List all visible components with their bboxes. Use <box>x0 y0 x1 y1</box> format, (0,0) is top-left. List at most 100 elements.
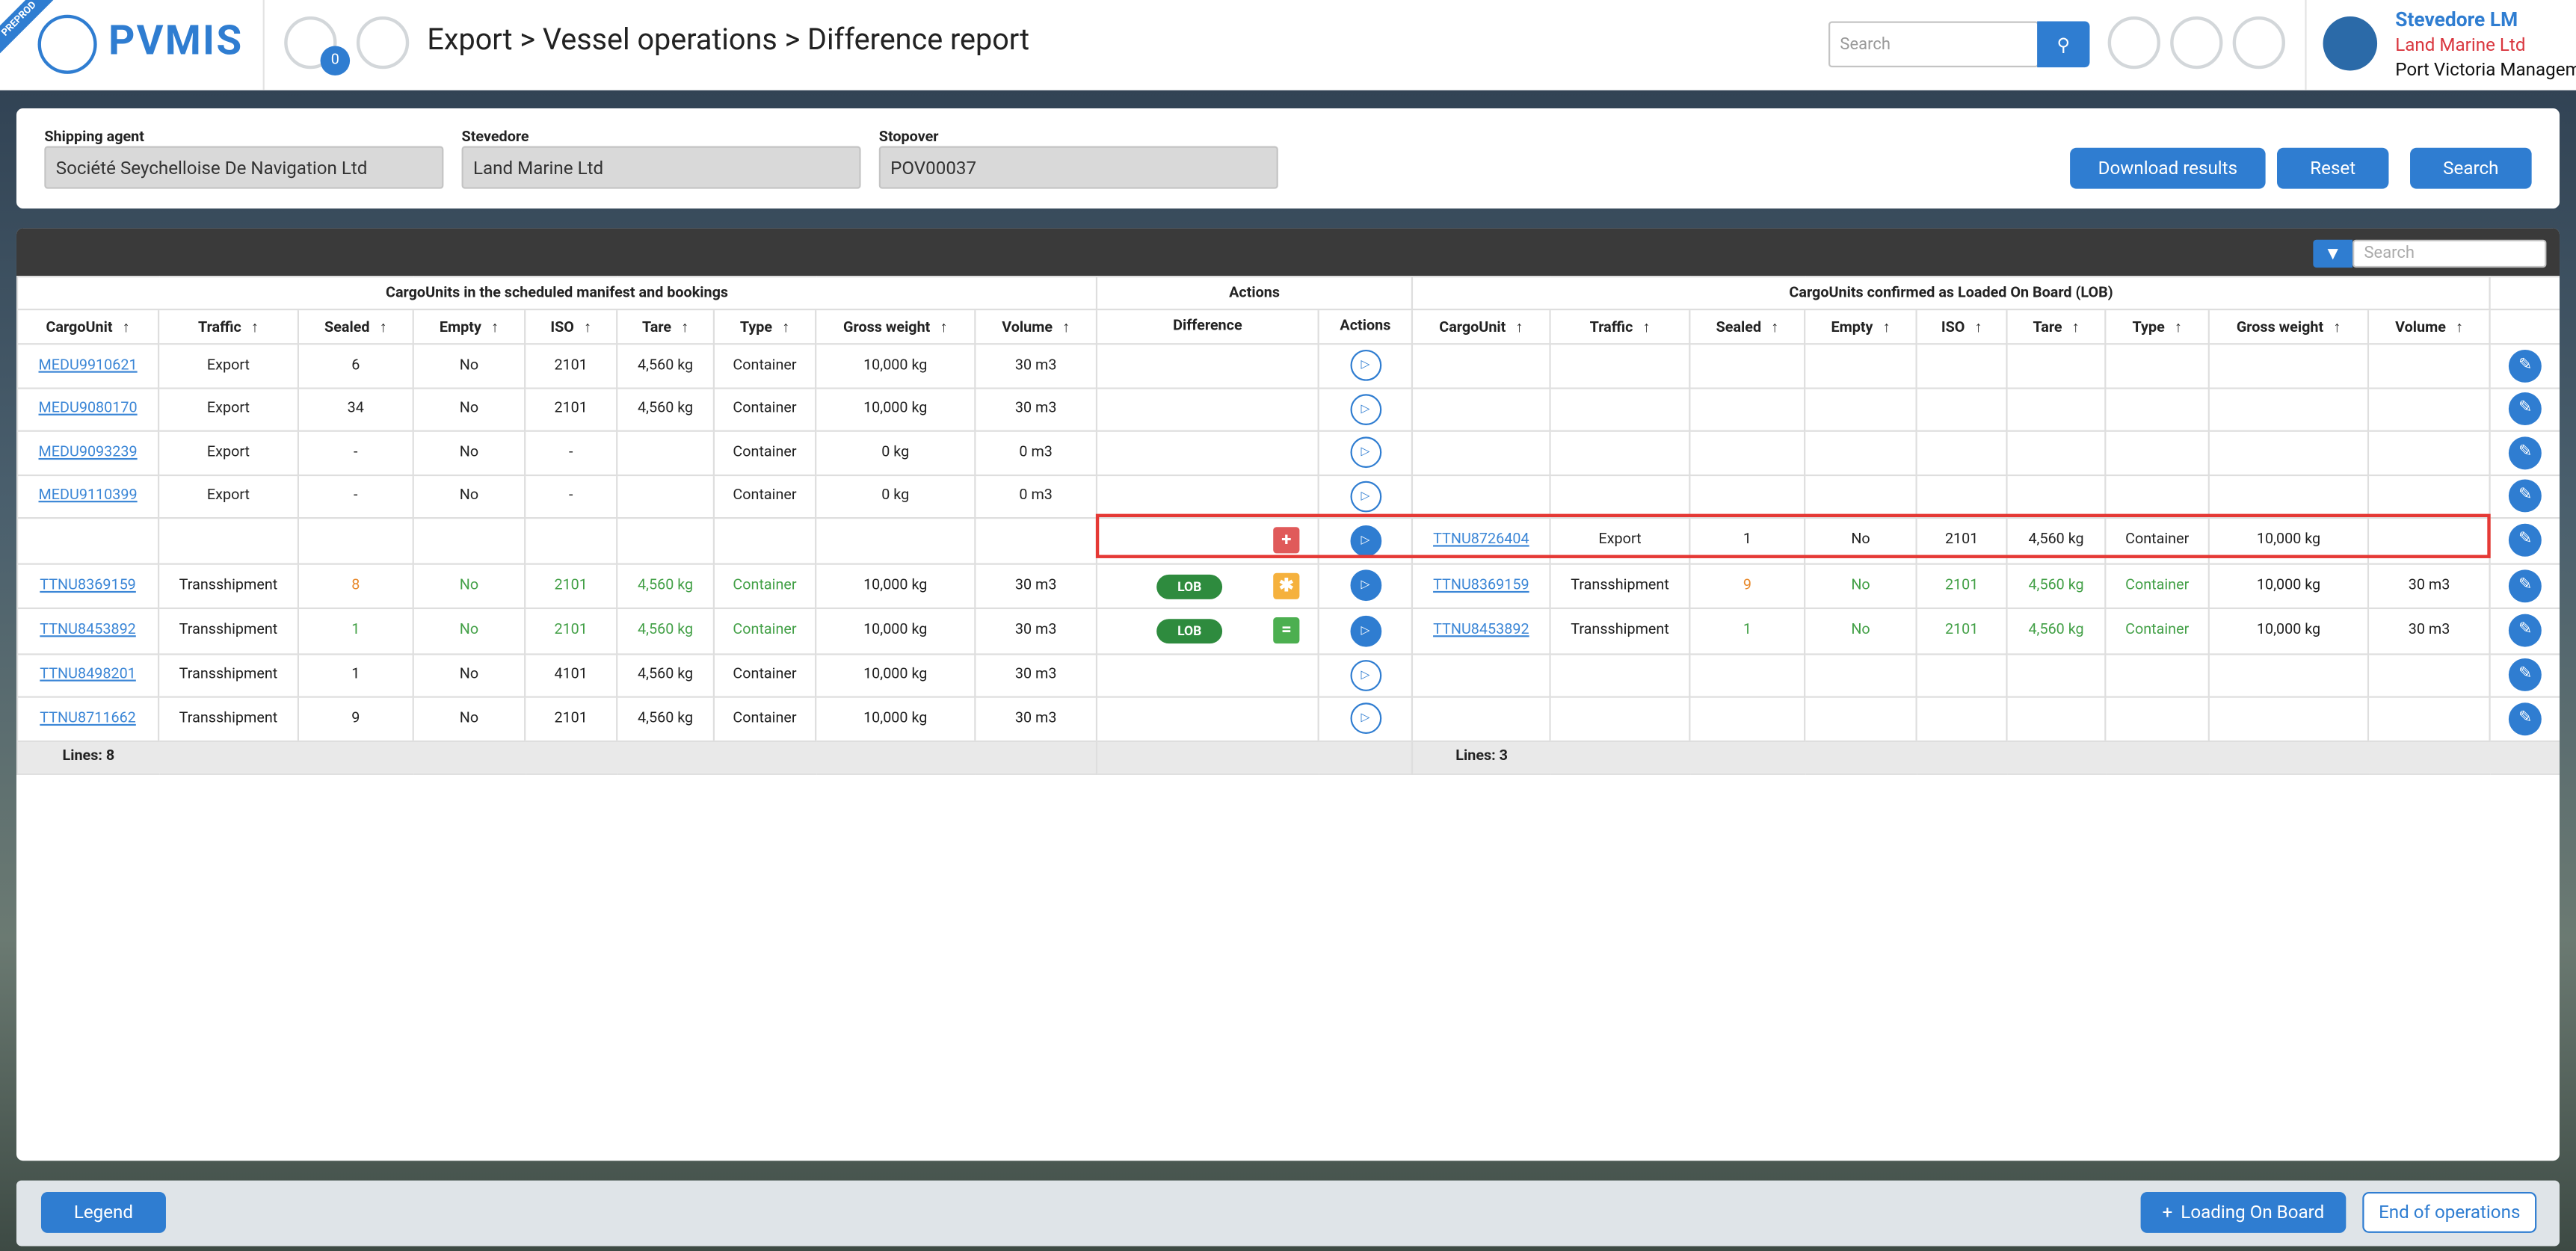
cell-text: 2101 <box>1944 532 1979 549</box>
table-search[interactable]: Search <box>2352 239 2547 268</box>
action-button[interactable]: ▷ <box>1349 659 1381 691</box>
settings-button[interactable] <box>2170 16 2223 70</box>
edit-button[interactable]: ✎ <box>2509 392 2542 426</box>
logout-button[interactable] <box>2107 16 2160 70</box>
cargo-link[interactable]: TTNU8453892 <box>1433 623 1529 640</box>
column-header[interactable]: CargoUnit ↑ <box>16 309 160 345</box>
column-header[interactable]: Type ↑ <box>2104 309 2210 345</box>
column-header[interactable]: Traffic ↑ <box>157 309 299 345</box>
cell <box>2104 386 2210 432</box>
search-button[interactable]: ⚲ <box>2037 21 2090 68</box>
action-button[interactable]: ▷ <box>1349 702 1381 735</box>
download-button[interactable]: Download results <box>2070 147 2266 189</box>
cell-text: Export <box>206 401 250 418</box>
edit-button[interactable]: ✎ <box>2509 569 2542 602</box>
legend-button[interactable]: Legend <box>40 1191 166 1233</box>
column-header[interactable]: Traffic ↑ <box>1549 309 1691 345</box>
action-button[interactable]: ▷ <box>1349 525 1381 557</box>
cell-text: Container <box>733 488 797 504</box>
cell <box>815 517 976 564</box>
column-header[interactable]: Volume ↑ <box>2367 309 2492 345</box>
action-button[interactable]: ▷ <box>1349 436 1381 469</box>
cell-text: Export <box>206 444 250 461</box>
column-header[interactable]: Tare ↑ <box>616 309 715 345</box>
column-header[interactable]: ISO ↑ <box>524 309 618 345</box>
column-header[interactable]: Gross weight ↑ <box>815 309 976 345</box>
cell-text: Export <box>206 357 250 374</box>
cell: - <box>524 430 618 475</box>
action-button[interactable]: ▷ <box>1349 393 1381 425</box>
sort-icon: ↑ <box>2456 319 2464 336</box>
cargo-link[interactable]: TTNU8726404 <box>1433 532 1529 549</box>
edit-button[interactable]: ✎ <box>2509 436 2542 469</box>
cell-text: Container <box>733 667 797 684</box>
column-header[interactable]: Difference <box>1095 309 1319 345</box>
cell <box>1915 386 2008 432</box>
cell-text: No <box>459 667 479 684</box>
edit-button[interactable]: ✎ <box>2509 349 2542 383</box>
cell-text: 8 <box>351 577 360 594</box>
edit-button[interactable]: ✎ <box>2509 658 2542 692</box>
cargo-link[interactable]: TTNU8369159 <box>40 577 136 594</box>
group-header: Actions <box>1095 276 1414 311</box>
column-header[interactable]: Sealed ↑ <box>1689 309 1806 345</box>
column-header[interactable]: Empty ↑ <box>1804 309 1917 345</box>
action-button[interactable]: ▷ <box>1349 569 1381 602</box>
filter-toggle[interactable]: ▼ <box>2313 239 2353 268</box>
cargo-link[interactable]: MEDU9910621 <box>38 357 138 374</box>
cell: Transshipment <box>157 607 299 655</box>
documents-button[interactable] <box>284 16 337 70</box>
reset-button[interactable]: Reset <box>2277 147 2389 189</box>
edit-button[interactable]: ✎ <box>2509 702 2542 735</box>
cell <box>2207 696 2370 741</box>
sort-icon: ↑ <box>1515 319 1523 336</box>
cargo-link[interactable]: MEDU9093239 <box>38 444 138 461</box>
refresh-button[interactable] <box>356 16 410 70</box>
filter-input[interactable]: Société Seychelloise De Navigation Ltd <box>44 146 444 189</box>
cell: No <box>412 652 526 698</box>
column-header[interactable]: Sealed ↑ <box>297 309 414 345</box>
cell: No <box>412 386 526 432</box>
column-header[interactable]: Type ↑ <box>712 309 817 345</box>
action-button[interactable]: ▷ <box>1349 615 1381 647</box>
column-title: CargoUnit <box>1439 319 1506 336</box>
column-header[interactable]: ISO ↑ <box>1915 309 2008 345</box>
loading-button[interactable]: + Loading On Board <box>2140 1191 2347 1233</box>
edit-button[interactable]: ✎ <box>2509 614 2542 648</box>
cargo-link[interactable]: TTNU8711662 <box>40 710 136 727</box>
cell <box>1689 696 1806 741</box>
info-button[interactable] <box>2232 16 2286 70</box>
search-input[interactable]: Search <box>1828 21 2039 68</box>
cell: 2101 <box>524 386 618 432</box>
sort-icon: ↑ <box>1882 319 1891 336</box>
reset-label: Reset <box>2310 157 2356 179</box>
column-header[interactable]: CargoUnit ↑ <box>1411 309 1551 345</box>
column-header[interactable]: Gross weight ↑ <box>2207 309 2370 345</box>
column-header[interactable]: Tare ↑ <box>2006 309 2107 345</box>
column-header[interactable]: Actions <box>1317 309 1414 345</box>
cargo-link[interactable]: TTNU8369159 <box>1433 577 1529 594</box>
search-button[interactable]: Search <box>2410 147 2532 189</box>
cell: 4,560 kg <box>616 696 715 741</box>
filter-input[interactable]: Land Marine Ltd <box>461 146 861 189</box>
end-button[interactable]: End of operations <box>2362 1191 2537 1233</box>
edit-button[interactable]: ✎ <box>2509 480 2542 513</box>
cell: 2101 <box>1915 562 2008 610</box>
cell <box>2006 430 2107 475</box>
sort-icon: ↑ <box>379 319 387 336</box>
action-button[interactable]: ▷ <box>1349 350 1381 382</box>
edit-button[interactable]: ✎ <box>2509 524 2542 557</box>
cargo-link[interactable]: TTNU8453892 <box>40 623 136 640</box>
column-header[interactable]: Volume ↑ <box>974 309 1098 345</box>
lob-badge: LOB <box>1156 573 1223 599</box>
cell: 4,560 kg <box>2006 607 2107 655</box>
cell: TTNU8453892 <box>16 607 160 655</box>
filter-input[interactable]: POV00037 <box>878 146 1278 189</box>
table-row: MEDU9110399 Export - No - Container 0 kg 0 m3 ▷ ✎ <box>16 473 2560 519</box>
cell: 4101 <box>524 652 618 698</box>
column-header[interactable]: Empty ↑ <box>412 309 526 345</box>
cargo-link[interactable]: TTNU8498201 <box>40 667 136 684</box>
cargo-link[interactable]: MEDU9110399 <box>38 488 138 504</box>
action-button[interactable]: ▷ <box>1349 481 1381 512</box>
cargo-link[interactable]: MEDU9080170 <box>38 401 138 418</box>
